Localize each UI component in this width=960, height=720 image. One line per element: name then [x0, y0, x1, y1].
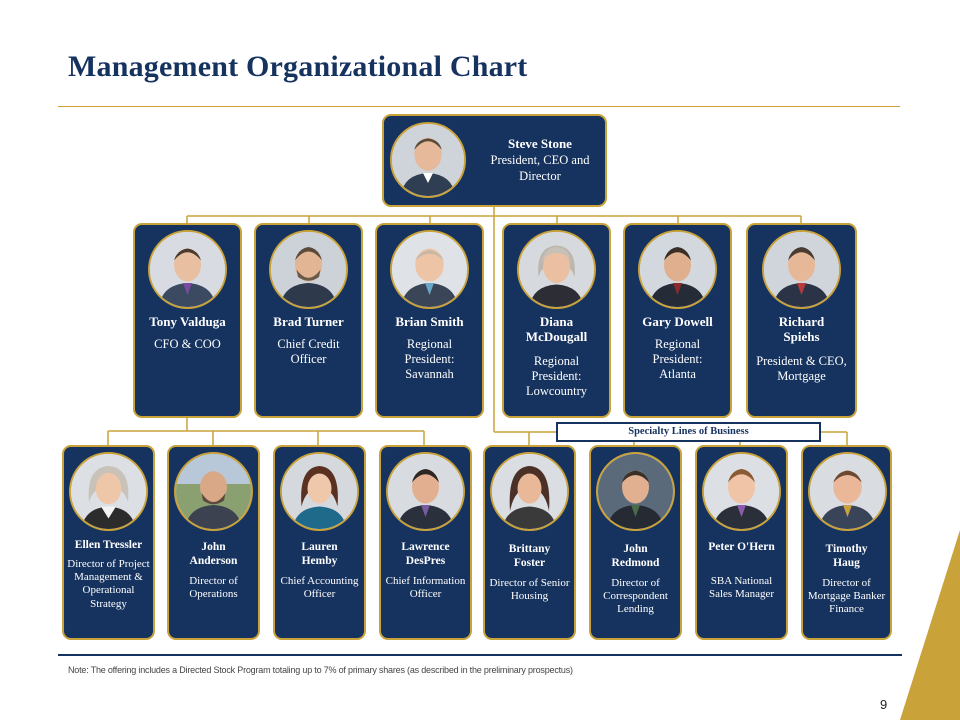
exec-role: Regional President: Savannah [404, 337, 455, 381]
gary-dowell-photo [638, 230, 717, 309]
ceo-name: Steve Stone [508, 136, 572, 151]
tony-valduga-photo [148, 230, 227, 309]
director-role: Chief Accounting Officer [280, 575, 359, 601]
exec-card-turner: Brad Turner Chief Credit Officer [254, 223, 363, 418]
john-anderson-photo [174, 452, 253, 531]
director-role: Chief Information Officer [385, 575, 466, 601]
brad-turner-photo [269, 230, 348, 309]
director-card-ohern: Peter O'Hern SBA National Sales Manager [695, 445, 788, 640]
richard-spiehs-photo [762, 230, 841, 309]
director-card-hemby: Lauren Hemby Chief Accounting Officer [273, 445, 366, 640]
exec-card-dowell: Gary Dowell Regional President: Atlanta [623, 223, 732, 418]
director-card-foster: Brittany Foster Director of Senior Housi… [483, 445, 576, 640]
title-divider [58, 106, 900, 107]
director-name: Peter O'Hern [708, 541, 775, 553]
director-card-redmond: John Redmond Director of Correspondent L… [589, 445, 682, 640]
exec-role: CFO & COO [154, 337, 221, 351]
exec-role: Chief Credit Officer [277, 337, 340, 366]
director-card-tressler: Ellen Tressler Director of Project Manag… [62, 445, 155, 640]
director-card-haug: Timothy Haug Director of Mortgage Banker… [801, 445, 892, 640]
exec-card-spiehs: Richard Spiehs President & CEO, Mortgage [746, 223, 857, 418]
exec-name: Richard Spiehs [778, 314, 825, 345]
timothy-haug-photo [808, 452, 887, 531]
exec-card-mcdougall: Diana McDougall Regional President: Lowc… [502, 223, 611, 418]
ceo-card: Steve Stone President, CEO and Director [382, 114, 607, 207]
steve-stone-photo [390, 122, 466, 198]
corner-accent-triangle [900, 530, 960, 720]
exec-name: Brad Turner [273, 314, 344, 329]
specialty-lines-label: Specialty Lines of Business [556, 422, 821, 442]
brittany-foster-photo [490, 452, 569, 531]
director-name: Lauren Hemby [301, 541, 338, 567]
footer-divider [58, 654, 902, 656]
page-number: 9 [880, 697, 888, 712]
director-card-anderson: John Anderson Director of Operations [167, 445, 260, 640]
diana-mcdougall-photo [517, 230, 596, 309]
brian-smith-photo [390, 230, 469, 309]
director-name: John Redmond [611, 543, 660, 569]
exec-card-smith: Brian Smith Regional President: Savannah [375, 223, 484, 418]
exec-role: President & CEO, Mortgage [756, 354, 847, 383]
footnote: Note: The offering includes a Directed S… [68, 665, 573, 675]
page-title: Management Organizational Chart [68, 50, 528, 83]
exec-name: Brian Smith [395, 314, 464, 329]
director-role: Director of Project Management & Operati… [67, 558, 150, 610]
director-role: Director of Correspondent Lending [603, 577, 668, 616]
director-card-despres: Lawrence DesPres Chief Information Offic… [379, 445, 472, 640]
director-role: SBA National Sales Manager [708, 575, 775, 601]
director-name: Lawrence DesPres [401, 541, 450, 567]
lauren-hemby-photo [280, 452, 359, 531]
director-name: Ellen Tressler [74, 539, 143, 551]
director-role: Director of Operations [189, 575, 238, 601]
lawrence-despres-photo [386, 452, 465, 531]
john-redmond-photo [596, 452, 675, 531]
exec-role: Regional President: Lowcountry [525, 354, 588, 398]
exec-name: Gary Dowell [642, 314, 713, 329]
director-role: Director of Senior Housing [489, 577, 570, 603]
exec-name: Diana McDougall [525, 314, 588, 345]
exec-card-valduga: Tony Valduga CFO & COO [133, 223, 242, 418]
ceo-role: President, CEO and Director [490, 153, 590, 184]
ellen-tressler-photo [69, 452, 148, 531]
exec-name: Tony Valduga [149, 314, 226, 329]
peter-ohern-photo [702, 452, 781, 531]
exec-role: Regional President: Atlanta [652, 337, 703, 381]
director-name: John Anderson [189, 541, 238, 567]
director-name: Brittany Foster [508, 543, 551, 569]
director-name: Timothy Haug [825, 543, 868, 569]
director-role: Director of Mortgage Banker Finance [807, 577, 886, 616]
